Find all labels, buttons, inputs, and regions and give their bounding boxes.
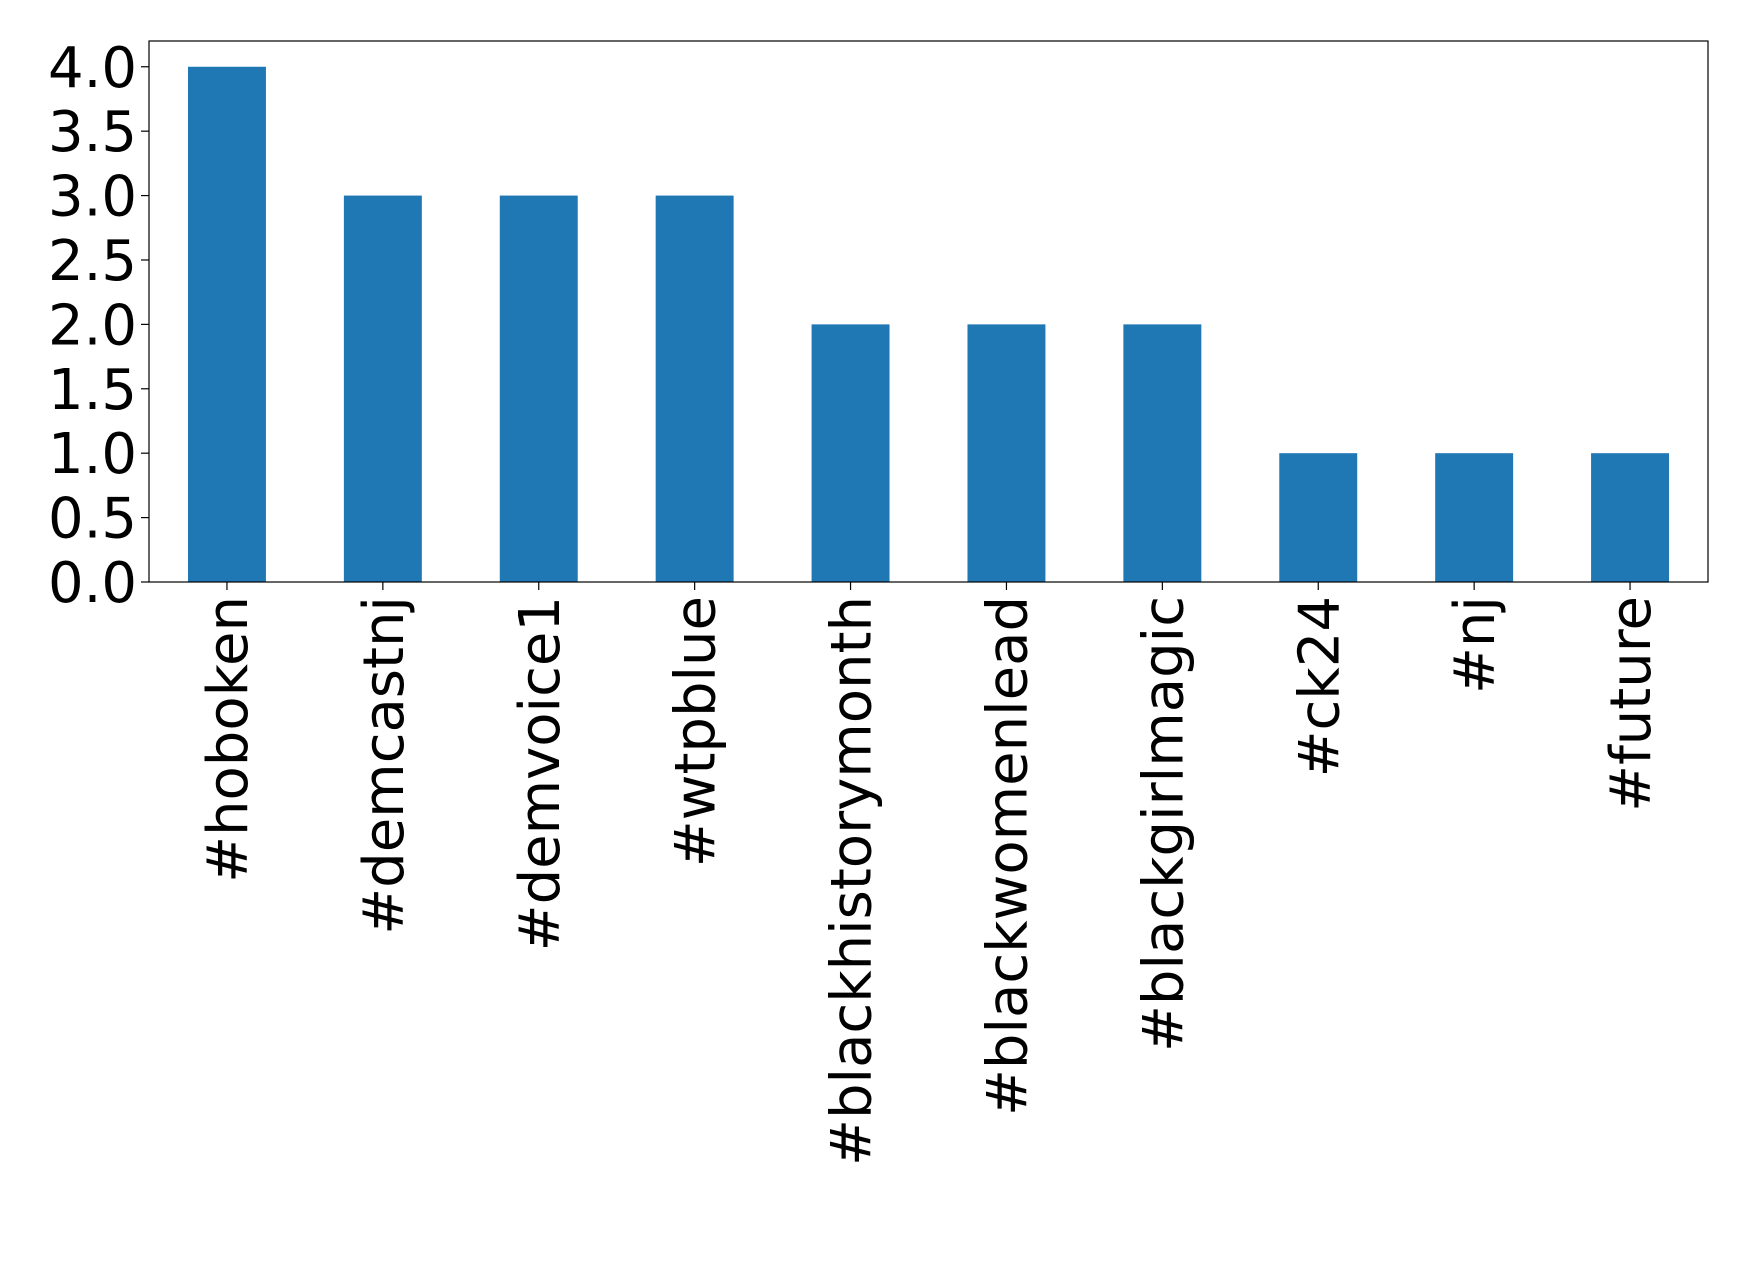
x-tick-label: #demvoice1	[508, 596, 573, 951]
bar	[343, 195, 422, 583]
x-tick-label: #wtpblue	[664, 596, 729, 867]
bar	[187, 66, 266, 582]
x-tick-label: #ck24	[1287, 596, 1352, 777]
bar	[499, 195, 578, 583]
bar	[1279, 453, 1358, 582]
y-tick-label: 3.0	[48, 165, 137, 230]
x-tick-label: #blackgirlmagic	[1131, 596, 1196, 1052]
x-tick-label: #hoboken	[196, 596, 261, 883]
y-tick-label: 3.5	[48, 100, 137, 165]
bar	[1435, 453, 1514, 582]
y-tick-label: 2.5	[48, 229, 137, 294]
y-tick-label: 0.5	[48, 487, 137, 552]
y-tick-label: 0.0	[48, 551, 137, 616]
x-tick-label: #blackwomenlead	[975, 596, 1040, 1116]
bar	[655, 195, 734, 583]
x-tick-label: #future	[1599, 596, 1664, 812]
x-tick-label: #demcastnj	[352, 596, 417, 935]
bar	[1591, 453, 1670, 582]
x-tick-label: #nj	[1443, 596, 1508, 694]
y-tick-label: 2.0	[48, 293, 137, 358]
axes-frame	[148, 40, 1709, 583]
bar	[811, 324, 890, 582]
y-tick-label: 1.5	[48, 358, 137, 423]
y-tick-label: 1.0	[48, 422, 137, 487]
y-tick-label: 4.0	[48, 36, 137, 101]
bar	[1123, 324, 1202, 582]
bar	[967, 324, 1046, 582]
x-tick-label: #blackhistorymonth	[820, 596, 885, 1166]
